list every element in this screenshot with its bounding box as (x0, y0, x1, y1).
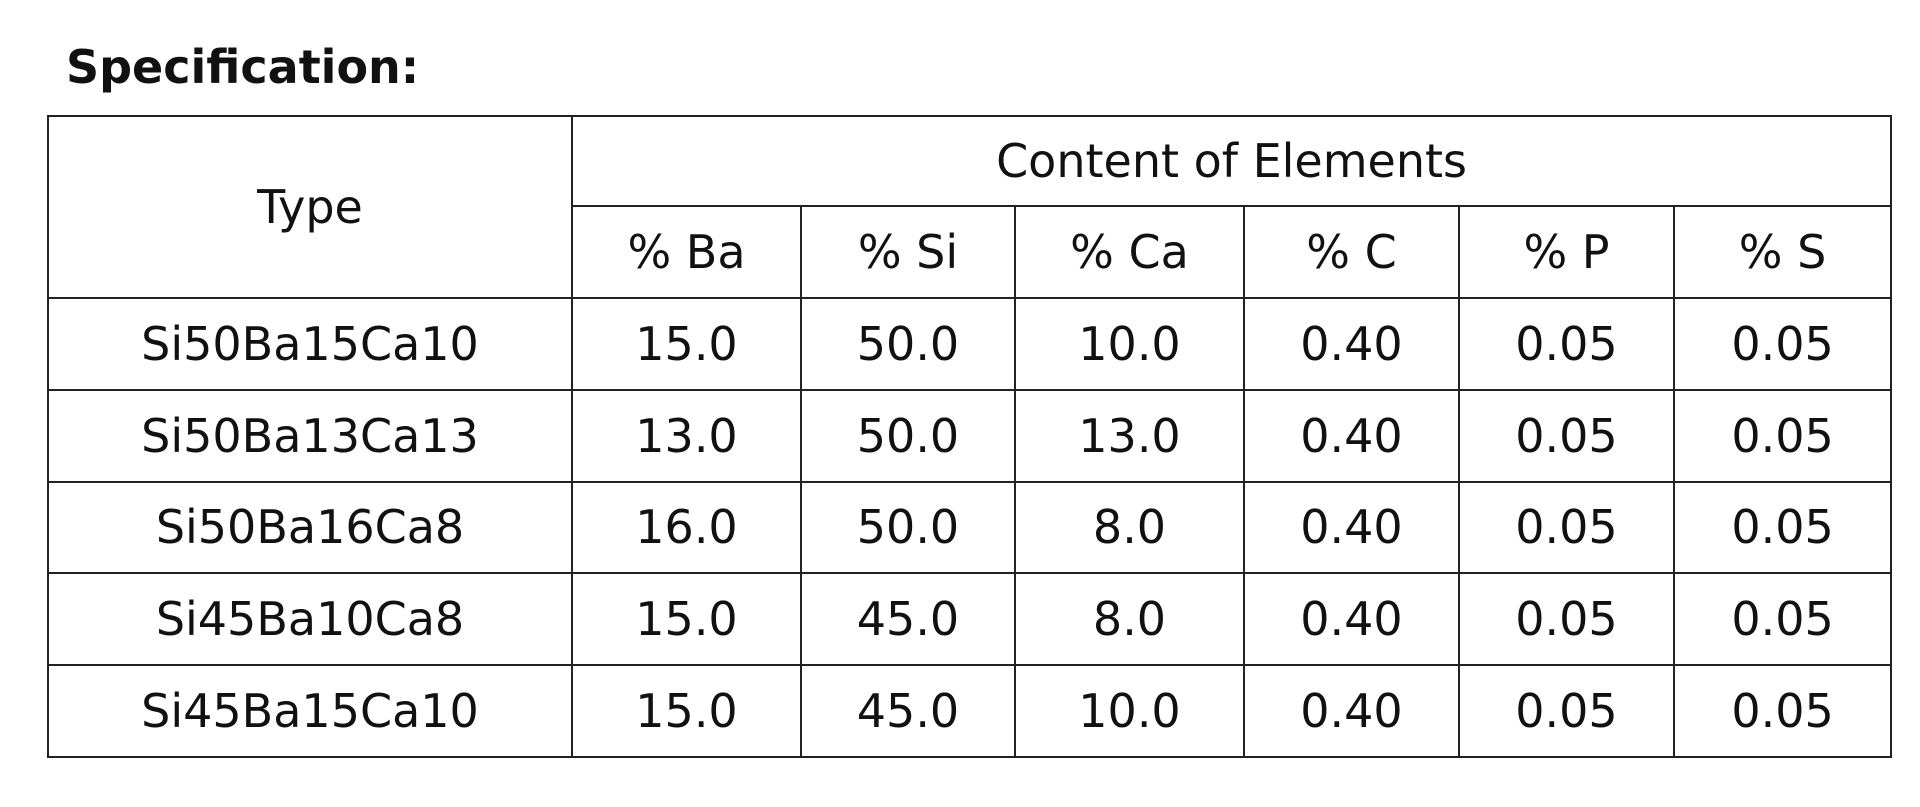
value-cell: 13.0 (1014, 388, 1245, 483)
column-header: % P (1458, 205, 1675, 299)
value-cell: 0.40 (1243, 572, 1460, 667)
table-row: Si50Ba13Ca13 13.0 50.0 13.0 0.40 0.05 0.05 (47, 388, 1893, 483)
value-cell: 0.05 (1458, 664, 1675, 758)
value-cell: 10.0 (1014, 664, 1245, 758)
value-cell: 0.05 (1672, 664, 1893, 758)
value-cell: 50.0 (800, 480, 1016, 575)
type-cell: Si50Ba13Ca13 (47, 388, 573, 483)
value-cell: 0.05 (1672, 297, 1893, 391)
value-cell: 0.40 (1243, 297, 1460, 391)
value-cell: 50.0 (800, 297, 1016, 391)
value-cell: 15.0 (571, 664, 802, 758)
table-row: Si50Ba15Ca10 15.0 50.0 10.0 0.40 0.05 0.05 (47, 297, 1893, 391)
group-header: Content of Elements (570, 115, 1893, 207)
type-cell: Si50Ba15Ca10 (47, 297, 573, 391)
value-cell: 50.0 (800, 388, 1016, 483)
column-header: % Ba (571, 205, 802, 299)
column-header: % C (1243, 205, 1460, 299)
value-cell: 0.05 (1672, 572, 1893, 667)
column-header: % Si (800, 205, 1016, 299)
column-header: % S (1672, 205, 1893, 299)
type-header: Type (47, 115, 573, 299)
type-cell: Si45Ba10Ca8 (47, 572, 573, 667)
type-cell: Si45Ba15Ca10 (47, 664, 573, 758)
value-cell: 0.05 (1458, 297, 1675, 391)
table-row: Si45Ba10Ca8 15.0 45.0 8.0 0.40 0.05 0.05 (47, 572, 1893, 667)
value-cell: 15.0 (571, 572, 802, 667)
value-cell: 8.0 (1014, 480, 1245, 575)
value-cell: 0.05 (1672, 388, 1893, 483)
value-cell: 13.0 (571, 388, 802, 483)
value-cell: 0.05 (1672, 480, 1893, 575)
value-cell: 45.0 (800, 572, 1016, 667)
table-row: Si50Ba16Ca8 16.0 50.0 8.0 0.40 0.05 0.05 (47, 480, 1893, 575)
type-cell: Si50Ba16Ca8 (47, 480, 573, 575)
value-cell: 0.40 (1243, 480, 1460, 575)
title: Specification: (66, 40, 420, 94)
value-cell: 8.0 (1014, 572, 1245, 667)
spec-table: Type Content of Elements % Ba% Si% Ca% C… (47, 115, 1893, 758)
value-cell: 15.0 (571, 297, 802, 391)
value-cell: 0.05 (1458, 480, 1675, 575)
table-row: Si45Ba15Ca10 15.0 45.0 10.0 0.40 0.05 0.05 (47, 664, 1893, 758)
value-cell: 0.05 (1458, 388, 1675, 483)
value-cell: 0.05 (1458, 572, 1675, 667)
value-cell: 16.0 (571, 480, 802, 575)
value-cell: 45.0 (800, 664, 1016, 758)
value-cell: 0.40 (1243, 664, 1460, 758)
column-header: % Ca (1014, 205, 1245, 299)
value-cell: 10.0 (1014, 297, 1245, 391)
value-cell: 0.40 (1243, 388, 1460, 483)
